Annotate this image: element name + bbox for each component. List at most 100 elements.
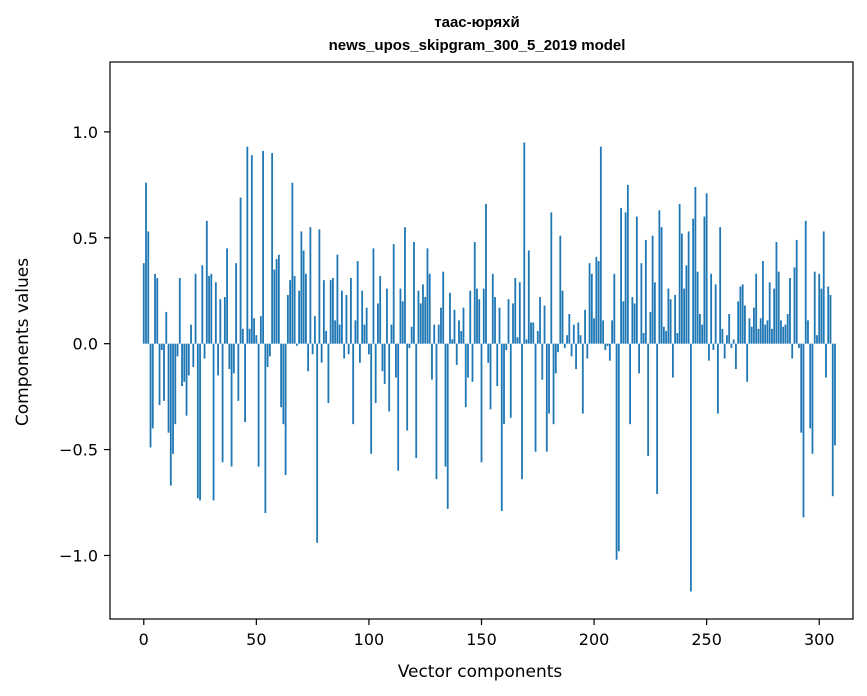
bar-5 — [154, 273, 156, 344]
bar-8 — [160, 343, 163, 351]
bar-62 — [282, 343, 285, 425]
bar-205 — [604, 343, 607, 351]
bar-86 — [336, 254, 339, 344]
bar-84 — [332, 278, 334, 344]
bar-53 — [262, 150, 264, 344]
bar-210 — [615, 343, 618, 560]
bar-35 — [221, 343, 224, 463]
bar-65 — [289, 280, 292, 344]
bar-164 — [512, 303, 514, 344]
bar-295 — [807, 320, 809, 344]
bar-203 — [599, 146, 602, 344]
bar-261 — [730, 343, 733, 348]
bar-178 — [543, 305, 546, 344]
bar-61 — [280, 343, 283, 408]
bar-161 — [505, 343, 508, 351]
bar-185 — [559, 235, 562, 344]
bar-267 — [744, 305, 746, 344]
bar-55 — [266, 343, 269, 367]
bar-303 — [825, 343, 827, 378]
bar-150 — [480, 343, 483, 463]
bar-138 — [453, 309, 456, 344]
bar-274 — [759, 318, 762, 344]
bar-243 — [689, 343, 692, 592]
bar-25 — [199, 343, 201, 501]
bar-276 — [764, 324, 767, 344]
bar-300 — [818, 273, 821, 344]
bar-180 — [548, 343, 550, 414]
bar-146 — [471, 343, 474, 382]
x-tick-label: 300 — [804, 630, 835, 649]
bar-132 — [440, 307, 442, 344]
bar-71 — [302, 250, 305, 344]
bar-230 — [660, 227, 663, 344]
bar-26 — [201, 265, 204, 344]
bar-192 — [575, 343, 577, 370]
bar-287 — [789, 278, 791, 344]
bar-162 — [507, 299, 510, 344]
bar-212 — [620, 208, 622, 344]
bar-155 — [491, 273, 494, 344]
bar-54 — [264, 343, 267, 514]
bar-18 — [183, 343, 186, 382]
x-tick-label: 150 — [466, 630, 497, 649]
bar-231 — [662, 326, 665, 344]
bar-141 — [460, 330, 463, 344]
bar-204 — [602, 320, 604, 344]
bar-48 — [250, 155, 253, 344]
bar-293 — [802, 343, 805, 518]
bar-263 — [735, 343, 737, 370]
bar-166 — [516, 337, 519, 344]
x-tick-label: 200 — [579, 630, 610, 649]
bar-105 — [379, 275, 382, 344]
bar-127 — [428, 273, 431, 344]
bar-58 — [273, 269, 276, 344]
bar-3 — [149, 343, 152, 448]
bar-154 — [489, 343, 492, 410]
bar-83 — [329, 280, 332, 344]
bar-264 — [737, 301, 740, 344]
bar-237 — [676, 333, 679, 344]
bar-148 — [476, 288, 478, 344]
bar-271 — [753, 307, 755, 344]
x-tick-label: 100 — [354, 630, 385, 649]
bar-259 — [726, 335, 728, 344]
bar-235 — [671, 343, 674, 378]
bar-143 — [464, 343, 467, 408]
bar-92 — [350, 278, 352, 344]
bar-47 — [248, 328, 251, 344]
bar-228 — [656, 343, 659, 495]
x-tick-label: 50 — [246, 630, 266, 649]
bar-174 — [534, 343, 537, 452]
chart-title-line2: news_upos_skipgram_300_5_2019 model — [329, 37, 626, 54]
bar-279 — [771, 328, 773, 344]
bar-227 — [653, 282, 656, 344]
bar-117 — [406, 343, 409, 431]
bar-124 — [422, 284, 424, 344]
bar-11 — [167, 343, 170, 433]
bar-79 — [320, 343, 323, 363]
bar-296 — [809, 343, 812, 429]
y-axis-ticks: −1.0 −0.5 0.0 0.5 1.0 — [59, 123, 110, 565]
bar-129 — [433, 324, 436, 344]
bar-202 — [597, 261, 600, 344]
bar-94 — [354, 320, 357, 344]
bar-139 — [455, 343, 458, 365]
bar-17 — [181, 343, 183, 387]
x-axis-label: Vector components — [398, 662, 563, 682]
bar-60 — [277, 254, 280, 344]
bar-290 — [795, 239, 798, 344]
bar-59 — [275, 258, 278, 344]
bar-291 — [798, 343, 800, 348]
bar-191 — [572, 324, 575, 344]
bar-234 — [669, 299, 672, 344]
bar-251 — [708, 343, 710, 361]
bar-137 — [451, 339, 454, 344]
bar-194 — [579, 335, 582, 344]
bar-157 — [496, 343, 499, 387]
bar-110 — [390, 324, 393, 344]
bar-19 — [185, 343, 188, 416]
bar-10 — [165, 311, 168, 344]
bar-289 — [793, 267, 796, 344]
bar-4 — [151, 343, 154, 429]
